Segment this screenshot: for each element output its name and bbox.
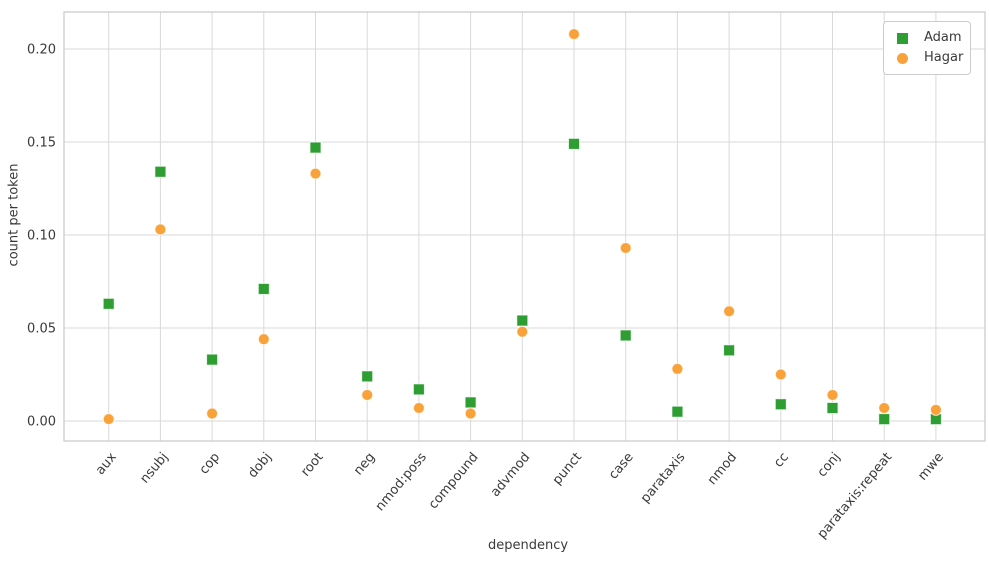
point-hagar-cc [774, 368, 787, 381]
point-hagar-aux [102, 413, 115, 426]
x-tick-label-cop: cop [197, 450, 224, 478]
point-hagar-nmod [723, 305, 736, 318]
x-tick-label-advmod: advmod [488, 450, 533, 500]
x-tick-label-aux: aux [93, 450, 120, 478]
point-hagar-nsubj [154, 223, 167, 236]
hagar-circle-marker-icon [897, 52, 908, 64]
x-tick-label-mwe: mwe [915, 450, 947, 484]
y-tick-label-0.15: 0.15 [27, 136, 56, 151]
legend-label-hagar: Hagar [924, 50, 964, 65]
point-hagar-conj [826, 388, 839, 401]
x-tick-label-conj: conj [815, 450, 844, 480]
point-hagar-parataxis [671, 362, 684, 375]
point-hagar-cop [206, 407, 219, 420]
point-hagar-case [619, 242, 632, 255]
point-adam-parataxis [671, 405, 684, 418]
y-tick-label-0.10: 0.10 [27, 229, 56, 244]
point-adam-nsubj [154, 165, 167, 178]
point-adam-nmod-poss [412, 383, 425, 396]
point-adam-nmod [723, 344, 736, 357]
point-adam-advmod [516, 314, 529, 327]
x-tick-label-case: case [606, 450, 637, 483]
plot-border [63, 11, 986, 442]
legend: Adam Hagar [883, 21, 971, 75]
x-tick-label-dobj: dobj [245, 450, 275, 481]
point-adam-punct [568, 137, 580, 150]
point-hagar-dobj [257, 333, 270, 346]
x-tick-label-compound: compound [426, 450, 482, 512]
x-tick-label-nsubj: nsubj [137, 450, 171, 487]
legend-item-adam: Adam [897, 28, 970, 48]
y-tick-label-0.05: 0.05 [27, 322, 56, 337]
point-adam-root [309, 141, 322, 154]
point-adam-conj [826, 401, 839, 414]
adam-square-marker-icon [897, 32, 908, 44]
point-hagar-nmod-poss [412, 401, 425, 414]
point-hagar-neg [361, 388, 374, 401]
point-adam-parataxis-repeat [878, 413, 891, 426]
x-tick-label-nmod: nmod [705, 450, 740, 488]
point-adam-neg [361, 370, 374, 383]
point-adam-cop [206, 353, 219, 366]
y-axis-title: count per token [6, 163, 22, 267]
point-hagar-compound [464, 407, 477, 420]
x-tick-label-nmod-poss: nmod:poss [373, 450, 430, 514]
x-axis-title: dependency [487, 538, 569, 553]
y-tick-label-0.20: 0.20 [27, 43, 56, 58]
x-tick-label-root: root [298, 450, 326, 480]
point-hagar-parataxis-repeat [878, 401, 891, 414]
x-tick-label-neg: neg [351, 450, 378, 478]
point-hagar-root [309, 167, 322, 180]
legend-item-hagar: Hagar [897, 48, 970, 68]
x-tick-label-parataxis: parataxis [638, 450, 689, 506]
point-hagar-advmod [516, 325, 529, 338]
point-adam-case [619, 329, 632, 342]
y-tick-label-0.00: 0.00 [27, 415, 56, 430]
point-adam-aux [102, 297, 115, 310]
x-tick-label-cc: cc [771, 450, 792, 471]
point-adam-compound [464, 396, 477, 409]
legend-label-adam: Adam [924, 30, 962, 45]
x-tick-label-punct: punct [550, 450, 585, 488]
point-adam-dobj [257, 282, 270, 295]
point-adam-cc [774, 398, 787, 411]
point-hagar-mwe [929, 403, 942, 416]
point-hagar-punct [568, 28, 580, 41]
